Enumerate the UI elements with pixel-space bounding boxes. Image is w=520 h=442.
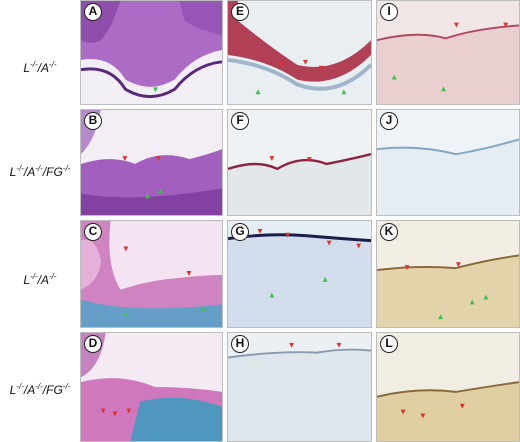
panel-letter-l: L bbox=[380, 335, 398, 353]
panel-letter-c: C bbox=[84, 223, 102, 241]
micrograph-panel-k: K bbox=[376, 220, 520, 328]
row-label-3: L-/-/A-/- bbox=[23, 272, 57, 287]
micrograph-panel-h: H bbox=[227, 332, 372, 442]
panel-letter-g: G bbox=[231, 223, 249, 241]
panel-letter-d: D bbox=[84, 335, 102, 353]
micrograph-panel-g: G bbox=[227, 220, 372, 328]
micrograph-panel-i: I bbox=[376, 0, 520, 105]
row-label-4: L-/-/A-/-/FG-/- bbox=[9, 382, 71, 397]
row-label-2: L-/-/A-/-/FG-/- bbox=[9, 164, 71, 179]
panel-letter-i: I bbox=[380, 3, 398, 21]
panel-letter-j: J bbox=[380, 112, 398, 130]
micrograph-panel-c: C bbox=[80, 220, 223, 328]
row-label-1: L-/-/A-/- bbox=[23, 60, 57, 75]
panel-letter-e: E bbox=[231, 3, 249, 21]
micrograph-panel-a: A bbox=[80, 0, 223, 105]
micrograph-panel-j: J bbox=[376, 109, 520, 216]
micrograph-panel-f: F bbox=[227, 109, 372, 216]
panel-letter-a: A bbox=[84, 3, 102, 21]
panel-letter-b: B bbox=[84, 112, 102, 130]
panel-letter-f: F bbox=[231, 112, 249, 130]
micrograph-panel-e: E bbox=[227, 0, 372, 105]
panel-letter-h: H bbox=[231, 335, 249, 353]
panel-letter-k: K bbox=[380, 223, 398, 241]
micrograph-panel-d: D bbox=[80, 332, 223, 442]
micrograph-panel-b: B bbox=[80, 109, 223, 216]
micrograph-panel-l: L bbox=[376, 332, 520, 442]
